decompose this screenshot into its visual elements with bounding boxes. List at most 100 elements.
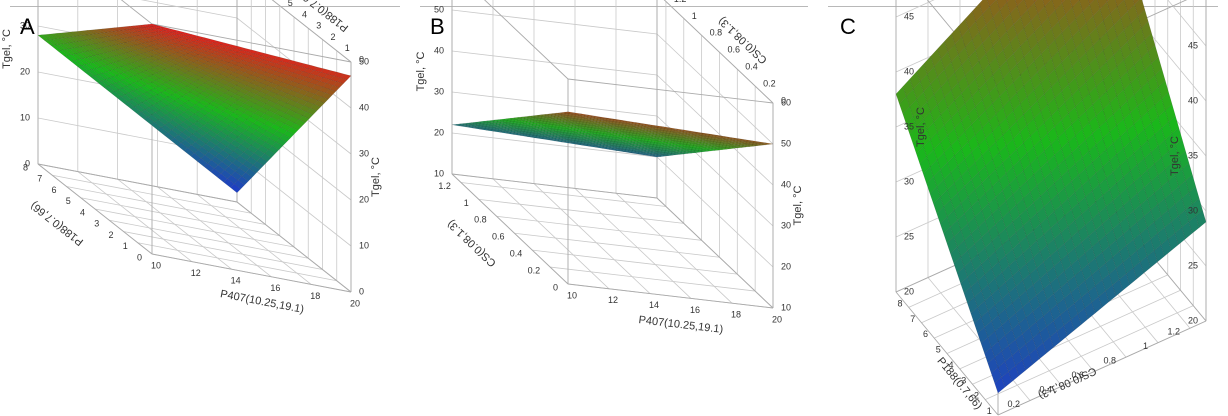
z-tick-label-right: 25 bbox=[904, 231, 914, 241]
floor-gridline bbox=[478, 198, 684, 224]
surface-cell bbox=[1024, 0, 1035, 11]
panel-label: C bbox=[840, 14, 856, 39]
z-tick-label-right: 40 bbox=[359, 102, 369, 112]
wall-gridline bbox=[140, 0, 238, 19]
wall-gridline bbox=[451, 50, 658, 76]
x-tick-label: 1 bbox=[987, 406, 992, 416]
panel-b-divider bbox=[420, 6, 808, 7]
y-tick-label-top: 4 bbox=[302, 9, 307, 19]
y-tick-label-top: 5 bbox=[288, 0, 293, 8]
y-tick-label: 0.4 bbox=[510, 249, 523, 259]
wall-gridline bbox=[895, 0, 935, 18]
x-tick-label: 18 bbox=[310, 291, 320, 301]
z-axis-title-right: Tgel, °C bbox=[792, 186, 804, 226]
x-tick-label: 8 bbox=[897, 298, 902, 308]
wall-gridline bbox=[451, 91, 658, 117]
z-axis-title-right: Tgel, °C bbox=[370, 157, 382, 197]
floor-gridline bbox=[615, 192, 733, 304]
floor-gridline bbox=[492, 178, 610, 290]
box-edge bbox=[484, 0, 569, 80]
y-tick-label: 2 bbox=[108, 230, 113, 240]
z-tick-label-right: 50 bbox=[359, 56, 369, 66]
panel-a-divider bbox=[10, 6, 400, 7]
surface-cell bbox=[1051, 0, 1063, 11]
y-tick-label-top: 0 bbox=[781, 95, 786, 105]
box-edge bbox=[451, 173, 658, 199]
y-tick-label-top: 0.6 bbox=[727, 45, 740, 55]
x-tick-label: 12 bbox=[608, 295, 618, 305]
y-tick-label: 0.8 bbox=[474, 215, 487, 225]
x-tick-label: 3 bbox=[961, 375, 966, 385]
z-tick-label-right: 50 bbox=[781, 138, 791, 148]
x-tick-label: 16 bbox=[690, 305, 700, 315]
surface-cell bbox=[895, 86, 907, 105]
z-tick-label: 35 bbox=[1188, 150, 1198, 160]
floor-gridline bbox=[94, 208, 295, 248]
z-tick-label-right: 20 bbox=[904, 286, 914, 296]
panel-label: A bbox=[20, 14, 35, 39]
x-tick-label: 6 bbox=[923, 329, 928, 339]
box-edge bbox=[37, 163, 238, 203]
y-tick-label: 0 bbox=[137, 252, 142, 262]
y-tick-label-top: 0.8 bbox=[710, 28, 723, 38]
y-tick-label: 1 bbox=[1143, 341, 1148, 351]
y-tick-label: 6 bbox=[51, 185, 56, 195]
x-tick-label: 10 bbox=[567, 290, 577, 300]
y-tick-label: 1 bbox=[464, 198, 469, 208]
surface-cell bbox=[987, 0, 997, 8]
y-tick-label: 0.6 bbox=[1071, 370, 1084, 380]
box-edge bbox=[567, 283, 774, 309]
x-axis-title: P407(10.25,19.1) bbox=[219, 288, 305, 316]
surface-cell bbox=[1005, 0, 1010, 4]
floor-gridline bbox=[574, 188, 692, 299]
z-tick-label-right: 20 bbox=[781, 261, 791, 271]
y-tick-label: 0.2 bbox=[528, 265, 541, 275]
z-tick-label-right: 40 bbox=[781, 179, 791, 189]
y-axis-title-top: CS(0.08,1.3) bbox=[716, 14, 770, 66]
surface-cell bbox=[1123, 0, 1135, 12]
y-tick-label-top: 2 bbox=[331, 32, 336, 42]
x-tick-label: 14 bbox=[231, 276, 241, 286]
x-tick-label: 14 bbox=[649, 300, 659, 310]
box-edge bbox=[236, 201, 352, 293]
z-tick-label-right: 30 bbox=[359, 148, 369, 158]
box-edge bbox=[151, 23, 352, 63]
z-tick-label: 0 bbox=[25, 158, 30, 168]
y-tick-label-top: 0 bbox=[359, 54, 364, 64]
x-tick-label: 20 bbox=[350, 298, 360, 308]
floor-gridline bbox=[80, 197, 280, 237]
y-tick-label: 0.2 bbox=[1007, 399, 1020, 409]
z-axis-title: Tgel, °C bbox=[415, 52, 427, 92]
z-tick-label-right: 45 bbox=[904, 11, 914, 21]
surface-cell bbox=[1014, 0, 1024, 7]
x-tick-label: 20 bbox=[772, 314, 782, 324]
z-tick-label-right: 35 bbox=[904, 121, 914, 131]
z-axis-title: Tgel, °C bbox=[1, 29, 13, 69]
surface-cell bbox=[1115, 0, 1125, 8]
wall-gridline bbox=[656, 156, 774, 268]
z-tick-label: 10 bbox=[20, 112, 30, 122]
y-tick-label: 1.2 bbox=[1167, 327, 1180, 337]
z-tick-label-right: 10 bbox=[359, 240, 369, 250]
wall-gridline bbox=[451, 9, 658, 35]
floor-gridline bbox=[496, 215, 702, 241]
box-edge bbox=[656, 197, 774, 309]
y-tick-label: 4 bbox=[80, 207, 85, 217]
x-tick-label: 5 bbox=[936, 345, 941, 355]
panel-label: B bbox=[430, 14, 445, 39]
x-tick-label: 12 bbox=[191, 268, 201, 278]
box-edge bbox=[895, 291, 999, 416]
floor-gridline bbox=[460, 182, 666, 207]
z-tick-label: 20 bbox=[20, 66, 30, 76]
z-tick-label-right: 20 bbox=[359, 194, 369, 204]
surface-cell bbox=[650, 155, 661, 158]
y-tick-label: 0.4 bbox=[1039, 384, 1052, 394]
surface-cell bbox=[1042, 0, 1052, 7]
surface-mesh bbox=[37, 23, 352, 194]
surface-mesh bbox=[451, 111, 774, 158]
box-edge bbox=[567, 78, 774, 104]
z-tick-label-right: 0 bbox=[359, 286, 364, 296]
surface-mesh bbox=[895, 0, 1207, 394]
y-tick-label: 0.8 bbox=[1103, 356, 1116, 366]
y-tick-label: 1.2 bbox=[438, 181, 451, 191]
